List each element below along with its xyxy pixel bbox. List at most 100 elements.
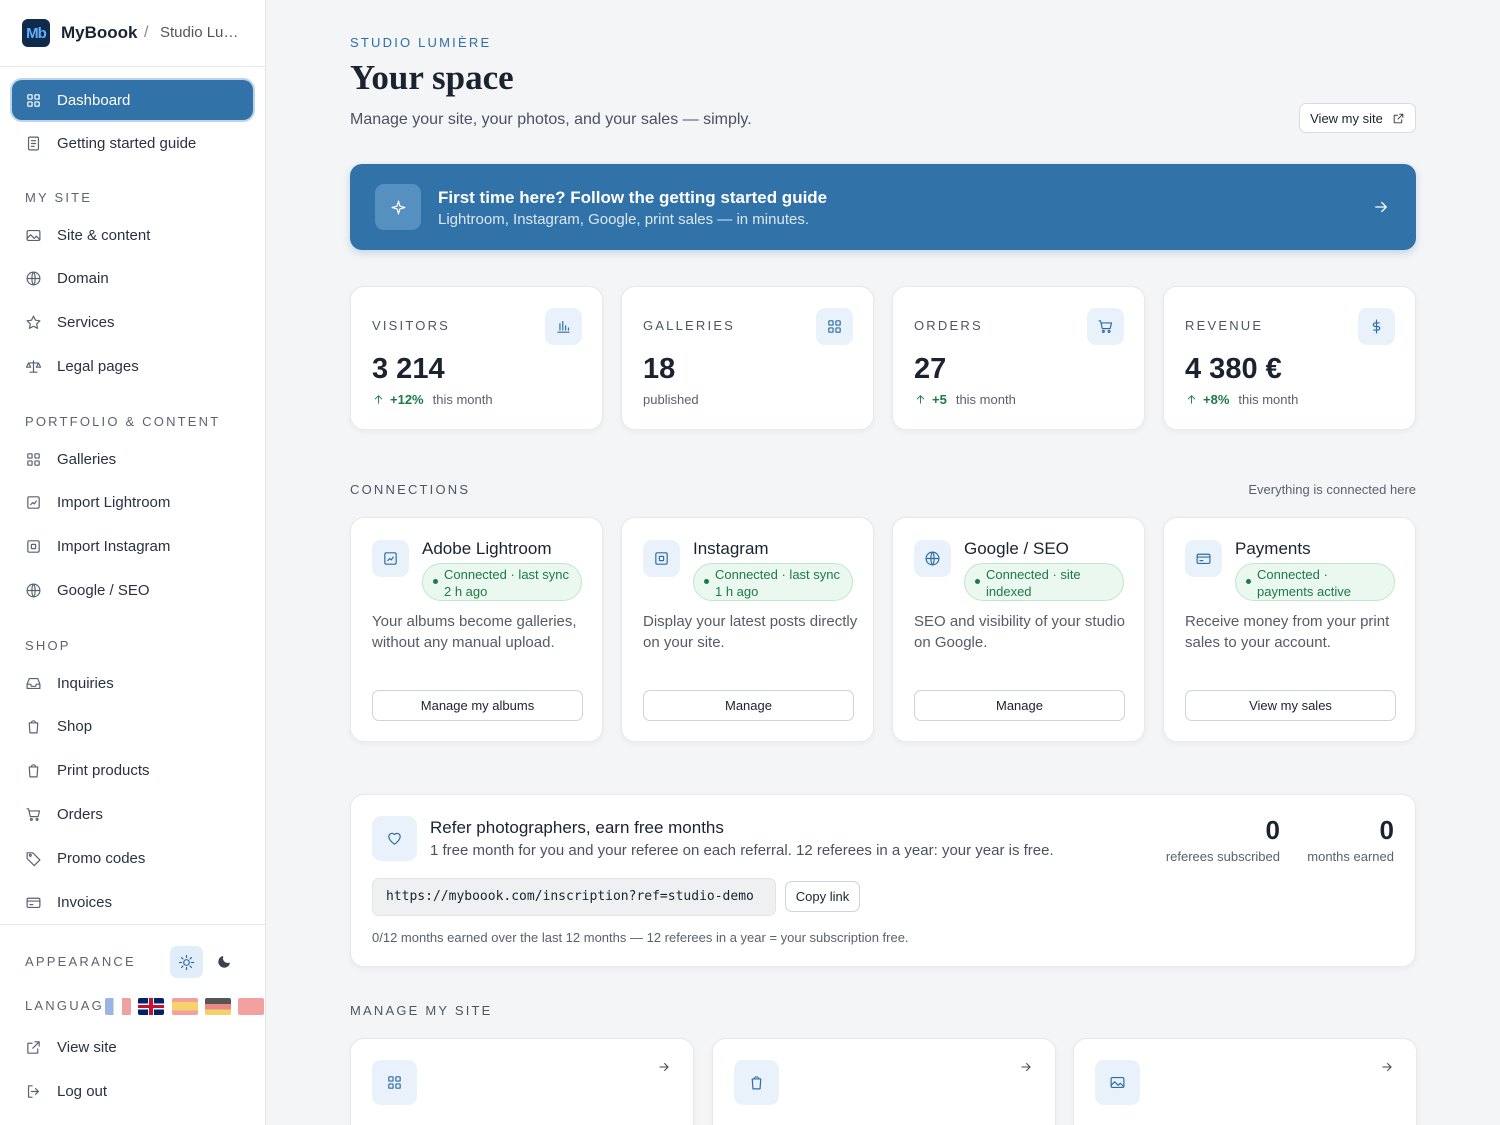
icon-part bbox=[1372, 319, 1381, 334]
connection-button[interactable]: Manage bbox=[643, 690, 854, 721]
icon-part bbox=[27, 452, 40, 466]
icon bbox=[25, 358, 42, 375]
nav-item[interactable]: Inquiries bbox=[12, 663, 253, 703]
icon-part bbox=[217, 956, 230, 968]
icon-part bbox=[1375, 201, 1387, 213]
connection-button[interactable]: View my sales bbox=[1185, 690, 1396, 721]
icon bbox=[25, 850, 42, 867]
icon-part bbox=[384, 552, 397, 565]
nav-item[interactable]: Invoices bbox=[12, 882, 253, 922]
manage-card[interactable] bbox=[1073, 1038, 1417, 1125]
referral-stat-label: referees subscribed bbox=[1165, 849, 1280, 864]
nav-item[interactable]: Legal pages bbox=[12, 346, 253, 386]
language-flag[interactable] bbox=[238, 998, 264, 1015]
stat-delta: +8% bbox=[1203, 392, 1230, 407]
language-flag[interactable] bbox=[105, 998, 131, 1015]
stat-icon bbox=[1087, 308, 1124, 345]
icon-part bbox=[26, 315, 41, 330]
getting-started-banner[interactable]: First time here? Follow the getting star… bbox=[350, 164, 1416, 250]
referral-link[interactable]: https://myboook.com/inscription?ref=stud… bbox=[372, 878, 776, 916]
stat-card: GALLERIES 18 published bbox=[621, 286, 874, 430]
icon bbox=[25, 718, 42, 735]
icon-part bbox=[925, 551, 940, 566]
icon bbox=[25, 1083, 42, 1100]
status-pill: Connected · last sync 2 h ago bbox=[422, 563, 582, 601]
dark-toggle[interactable] bbox=[207, 946, 240, 978]
icon-part bbox=[835, 327, 841, 333]
nav-item[interactable]: Import Instagram bbox=[12, 527, 253, 567]
nav-item[interactable]: Domain bbox=[12, 259, 253, 299]
icon-part bbox=[27, 1040, 40, 1054]
language-flag[interactable] bbox=[172, 998, 198, 1015]
section-title: MY SITE bbox=[25, 190, 93, 205]
icon-part bbox=[659, 1063, 669, 1071]
icon bbox=[25, 494, 42, 511]
stat-value: 4 380 € bbox=[1185, 353, 1282, 385]
icon-part bbox=[1375, 201, 1387, 213]
icon-part bbox=[1187, 395, 1196, 404]
stat-label: ORDERS bbox=[914, 318, 983, 333]
button-label: View my site bbox=[1310, 110, 1383, 126]
connection-button[interactable]: Manage my albums bbox=[372, 690, 583, 721]
separator: / bbox=[144, 24, 149, 41]
icon-part bbox=[388, 832, 401, 845]
manage-card[interactable] bbox=[711, 1038, 1056, 1125]
view-site-button[interactable]: View my site bbox=[1299, 103, 1416, 133]
nav-item[interactable]: View site bbox=[12, 1027, 253, 1067]
connection-text: SEO and visibility of your studio on Goo… bbox=[914, 613, 1125, 651]
icon bbox=[390, 199, 407, 216]
nav-item[interactable]: Print products bbox=[12, 751, 253, 791]
icon bbox=[25, 227, 42, 244]
copy-link-button[interactable]: Copy link bbox=[785, 881, 860, 912]
icon-part bbox=[26, 677, 41, 689]
icon bbox=[914, 393, 927, 406]
icon bbox=[1380, 1060, 1394, 1074]
studio-name: Studio Lu… bbox=[160, 24, 239, 41]
referral-stat-label: months earned bbox=[1307, 849, 1394, 864]
connection-icon bbox=[643, 540, 680, 577]
language-flag[interactable] bbox=[138, 998, 164, 1015]
nav-item[interactable]: Services bbox=[12, 303, 253, 343]
icon-part bbox=[26, 233, 41, 240]
icon-part bbox=[751, 1076, 761, 1090]
banner-icon bbox=[375, 184, 421, 230]
icon bbox=[372, 393, 385, 406]
sidebar: Mb MyBoook / Studio Lu… Dashboard Getting sta… bbox=[0, 0, 266, 1125]
referral-icon bbox=[372, 816, 417, 861]
nav-item[interactable]: Galleries bbox=[12, 439, 253, 479]
nav-label: Domain bbox=[57, 270, 109, 288]
icon-part bbox=[26, 271, 41, 286]
icon-part bbox=[828, 320, 834, 326]
nav-item[interactable]: Getting started guide bbox=[12, 124, 253, 164]
icon-part bbox=[659, 1063, 669, 1071]
icon-part bbox=[1372, 319, 1381, 334]
manage-card[interactable] bbox=[350, 1038, 694, 1125]
language-flag[interactable] bbox=[205, 998, 231, 1015]
light-toggle[interactable] bbox=[170, 946, 203, 978]
nav-item[interactable]: Google / SEO bbox=[12, 570, 253, 610]
icon-part bbox=[388, 1076, 401, 1089]
icon bbox=[25, 135, 42, 152]
divider bbox=[0, 66, 265, 67]
nav-item[interactable]: Orders bbox=[12, 794, 253, 834]
nav-item[interactable]: Import Lightroom bbox=[12, 483, 253, 523]
icon-part bbox=[30, 543, 37, 550]
nav-item[interactable]: Promo codes bbox=[12, 838, 253, 878]
nav-item[interactable]: Site & content bbox=[12, 215, 253, 255]
nav-label: Invoices bbox=[57, 893, 113, 911]
icon-part bbox=[26, 315, 41, 330]
nav-item[interactable]: Dashboard bbox=[12, 80, 253, 120]
referral-title: Refer photographers, earn free months bbox=[430, 818, 724, 837]
icon-part bbox=[655, 552, 668, 565]
connection-button[interactable]: Manage bbox=[914, 690, 1125, 721]
icon-part bbox=[28, 766, 39, 778]
nav-label: Galleries bbox=[57, 450, 117, 468]
icon-part bbox=[388, 832, 401, 845]
logo[interactable]: Mb bbox=[22, 19, 50, 47]
icon-part bbox=[658, 555, 665, 562]
icon bbox=[25, 806, 42, 823]
icon-part bbox=[28, 764, 39, 778]
nav-item[interactable]: Shop bbox=[12, 707, 253, 747]
icon-part bbox=[27, 1084, 40, 1098]
nav-item[interactable]: Log out bbox=[12, 1071, 253, 1111]
